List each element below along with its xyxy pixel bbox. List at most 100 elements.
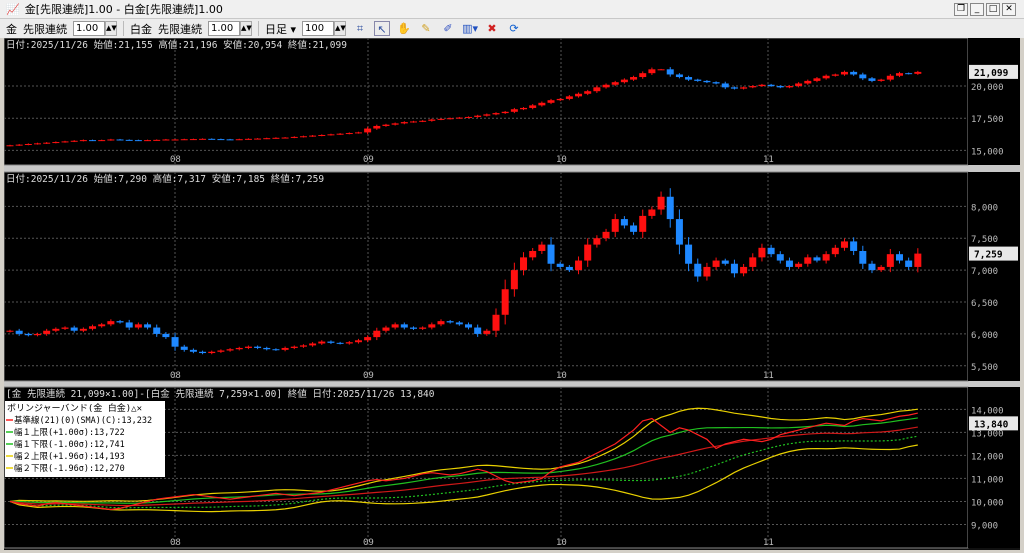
app-chart-icon: 📈 xyxy=(6,2,20,16)
candle xyxy=(299,136,307,138)
candle xyxy=(584,244,592,261)
candle xyxy=(694,79,702,81)
candle xyxy=(510,270,518,290)
candle xyxy=(510,109,518,112)
y-tick-label: 20,000 xyxy=(971,83,1004,93)
candle xyxy=(391,324,399,328)
hand-icon[interactable]: ✋ xyxy=(397,22,411,35)
title-bar: 📈 金[先限連続]1.00 - 白金[先限連続]1.00 ❐ _ □ ✕ xyxy=(0,0,1024,19)
candle xyxy=(840,241,848,248)
legend-title: ボリンジャーバンド(金 白金)△✕ xyxy=(7,402,142,414)
candle xyxy=(24,143,32,145)
candle xyxy=(290,136,298,138)
candle xyxy=(492,113,500,115)
pencil-icon[interactable]: ✎ xyxy=(421,22,431,35)
candle xyxy=(758,84,766,87)
candle xyxy=(171,337,179,347)
toolbar: 金 先限連続 1.00 ▲▼ 白金 先限連続 1.00 ▲▼ 日足 ▾ 100 ▲▼ … xyxy=(0,19,1024,38)
candle xyxy=(98,324,106,327)
candle xyxy=(813,78,821,81)
candle xyxy=(364,128,372,133)
candle xyxy=(153,327,161,334)
contract1-label: 先限連続 xyxy=(23,22,67,36)
chart-svg[interactable]: 15,000 17,500 20,000 08 09 10 11 日付:2025/11/26 … xyxy=(3,37,1020,550)
count-spinner[interactable]: ▲▼ xyxy=(334,21,347,36)
x-tick-label: 09 xyxy=(363,371,374,381)
candle xyxy=(886,254,894,267)
candle xyxy=(134,140,142,142)
legend-item: 幅２下限(-1.96σ):12,270 xyxy=(14,463,125,474)
delete-lines-icon[interactable]: ✖ xyxy=(487,22,497,35)
candle xyxy=(593,238,601,245)
panel2-plot xyxy=(3,171,969,382)
candle xyxy=(840,71,848,75)
chart-area[interactable]: 15,000 17,500 20,000 08 09 10 11 日付:2025/11/26 … xyxy=(3,37,1020,550)
draw-line-icon[interactable]: ✐ xyxy=(443,22,453,35)
candle xyxy=(107,321,115,325)
candle xyxy=(758,247,766,258)
candle xyxy=(34,143,42,145)
candle xyxy=(70,327,78,331)
y-tick-label: 9,000 xyxy=(971,521,998,531)
candle xyxy=(254,138,262,140)
x-tick-label: 09 xyxy=(363,155,374,165)
count-input[interactable]: 100 xyxy=(302,21,335,36)
candle xyxy=(345,342,353,344)
multiplier2-spinner[interactable]: ▲▼ xyxy=(240,21,252,36)
multiplier1-spinner[interactable]: ▲▼ xyxy=(105,21,117,36)
candle xyxy=(52,328,60,331)
panel3-header: [金 先限連続 21,099×1.00]-[白金 先限連続 7,259×1.00… xyxy=(6,388,435,400)
cursor-icon[interactable]: ↖ xyxy=(374,21,391,36)
candle xyxy=(382,327,390,331)
minimize-button[interactable]: _ xyxy=(970,3,984,16)
candle xyxy=(43,142,51,144)
maximize-button[interactable]: □ xyxy=(986,3,1000,16)
candle xyxy=(34,333,42,336)
candle xyxy=(446,321,454,323)
candle xyxy=(354,340,362,343)
candle xyxy=(538,244,546,251)
restore-button[interactable]: ❐ xyxy=(954,3,968,16)
candle xyxy=(244,138,252,140)
y-tick-label: 6,000 xyxy=(971,331,998,341)
candle xyxy=(804,80,812,84)
candle xyxy=(547,244,555,264)
symbol1-label: 金 xyxy=(6,22,17,36)
candle xyxy=(465,324,472,328)
candle xyxy=(465,116,472,118)
x-tick-label: 08 xyxy=(170,538,181,548)
candle xyxy=(639,215,647,232)
candle xyxy=(244,346,252,348)
refresh-icon[interactable]: ⟳ xyxy=(509,22,519,35)
candle xyxy=(116,321,124,323)
candle xyxy=(373,330,381,338)
candle xyxy=(208,138,216,140)
multiplier1-input[interactable]: 1.00 xyxy=(73,21,105,36)
candle xyxy=(895,73,903,76)
period-dropdown[interactable]: 日足 ▾ xyxy=(265,22,297,36)
candle xyxy=(602,84,610,88)
candle xyxy=(61,327,69,329)
candle xyxy=(199,138,207,140)
candle xyxy=(336,342,344,344)
candle xyxy=(455,322,463,325)
candle xyxy=(648,69,656,74)
candle xyxy=(217,350,225,352)
multiplier2-input[interactable]: 1.00 xyxy=(208,21,240,36)
candle xyxy=(529,105,537,108)
close-button[interactable]: ✕ xyxy=(1002,3,1016,16)
candle xyxy=(529,250,537,258)
y-tick-label: 10,000 xyxy=(971,498,1004,508)
candle xyxy=(804,257,812,264)
candle xyxy=(611,82,619,85)
candle xyxy=(70,140,78,142)
candle xyxy=(474,327,482,334)
candle xyxy=(648,209,656,216)
candle xyxy=(61,141,69,143)
candle xyxy=(831,247,839,255)
indicator-icon[interactable]: ▥▾ xyxy=(462,22,478,35)
candle xyxy=(43,330,51,334)
candle xyxy=(162,139,170,141)
candle xyxy=(345,133,353,135)
crosshair-icon[interactable]: ⌗ xyxy=(356,22,364,35)
